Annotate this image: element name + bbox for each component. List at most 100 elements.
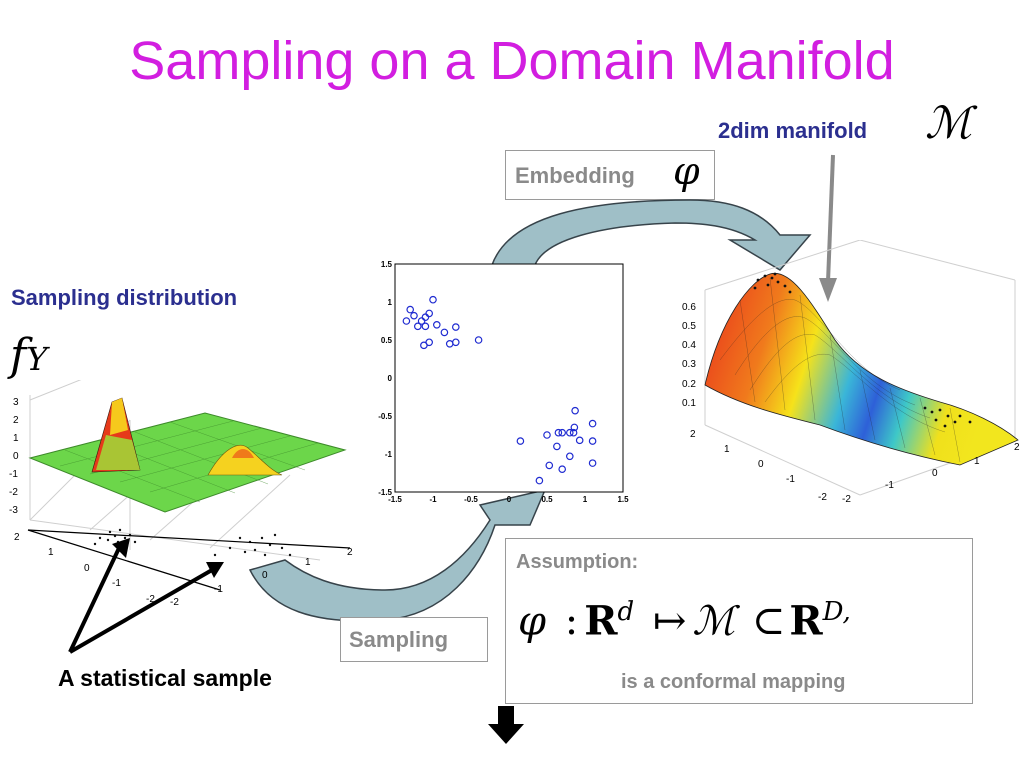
scatter-point <box>554 428 563 437</box>
scatter-point <box>516 437 525 445</box>
scatter-point <box>410 311 418 320</box>
svg-text:-1: -1 <box>885 480 894 491</box>
scatter-point <box>406 305 415 314</box>
assumption-box: Assumption: φ : Rd ↦ ℳ ⊂ RD, is a conformal… <box>505 538 973 704</box>
manifold-pointer-arrow <box>819 154 837 302</box>
svg-text:1: 1 <box>13 433 19 444</box>
scatter-x-tick-label: -0.5 <box>464 495 478 504</box>
assumption-label: Assumption: <box>516 551 639 573</box>
scatter-point <box>440 328 449 337</box>
right-z-ticks: 0.6 0.5 0.4 0.3 0.2 0.1 <box>682 302 696 409</box>
scatter-point <box>535 476 544 485</box>
manifold-label: 2dim manifold <box>718 118 868 143</box>
fy-sub: Y <box>26 340 48 378</box>
scatter-point <box>402 317 411 325</box>
svg-text:1: 1 <box>724 444 730 455</box>
svg-text:0.4: 0.4 <box>682 340 696 351</box>
scatter-point <box>588 437 597 445</box>
svg-text:2: 2 <box>347 547 353 558</box>
svg-text:-2: -2 <box>818 492 827 503</box>
left-z-ticks: 3 2 1 0 -1 -2 -3 <box>9 397 19 516</box>
scatter-points <box>402 295 597 485</box>
formula-R-domain: R <box>584 597 618 645</box>
scatter-point <box>421 322 430 331</box>
formula-D: D, <box>822 597 851 627</box>
scatter-point <box>452 323 460 331</box>
sampling-arrow <box>248 488 547 622</box>
scatter-point <box>429 295 437 304</box>
embedding-label: Embedding <box>515 163 635 188</box>
svg-text:1: 1 <box>305 557 311 568</box>
svg-text:1: 1 <box>48 547 54 558</box>
svg-text:0.5: 0.5 <box>682 321 696 332</box>
formula-R-target: R <box>789 597 823 645</box>
scatter-y-tick-label: 0.5 <box>381 336 393 345</box>
embedding-arrow <box>490 199 812 271</box>
embedding-box: Embedding φ <box>505 149 715 200</box>
fy-symbol: fY <box>10 330 47 381</box>
sampling-distribution-label: Sampling distribution <box>11 285 238 310</box>
left-right-ticks: -2 -1 0 1 2 <box>170 547 353 608</box>
scatter-point <box>425 309 434 318</box>
manifold-symbol: ℳ <box>925 98 973 149</box>
embedding-phi: φ <box>673 149 700 193</box>
scatter-point <box>421 313 430 322</box>
statistical-sample-arrows <box>68 538 224 654</box>
scatter-x-tick-label: 0 <box>507 495 512 504</box>
scatter-point <box>413 322 422 331</box>
svg-text:-2: -2 <box>842 494 851 505</box>
scatter-y-tick-label: 0 <box>388 374 393 383</box>
formula-mapsto: ↦ <box>652 598 687 645</box>
svg-text:0: 0 <box>262 570 268 581</box>
scatter-x-tick-label: 0.5 <box>541 495 553 504</box>
scatter-y-tick-label: -1 <box>385 450 393 459</box>
fy-f: f <box>10 330 27 381</box>
right-left-ticks: 2 1 0 -1 -2 <box>690 429 827 503</box>
scatter-point <box>545 461 554 470</box>
svg-text:0: 0 <box>758 459 764 470</box>
svg-text:1: 1 <box>974 456 980 467</box>
scatter-point <box>417 317 426 325</box>
scatter-x-tick-label: -1.5 <box>388 495 402 504</box>
scatter-point <box>570 423 579 432</box>
manifold-surface <box>704 272 1019 466</box>
scatter-x-tick-label: 1 <box>583 495 588 504</box>
manifold-surface-plot: 0.6 0.5 0.4 0.3 0.2 0.1 2 1 0 -1 -2 -2 -… <box>682 240 1020 505</box>
svg-text:0.2: 0.2 <box>682 379 696 390</box>
scatter-point <box>543 431 551 439</box>
scatter-x-ticks: -1.5 -1 -0.5 0 0.5 1 1.5 <box>388 495 629 504</box>
slide-title: Sampling on a Domain Manifold <box>129 31 895 91</box>
right-right-ticks: -2 -1 0 1 2 <box>842 442 1020 505</box>
scatter-y-tick-label: 1.5 <box>381 260 393 269</box>
formula-M: ℳ <box>692 598 736 645</box>
formula-d: d <box>617 597 635 627</box>
svg-text:2: 2 <box>14 532 20 543</box>
scatter-y-tick-label: -1.5 <box>378 488 392 497</box>
conformal-formula: φ : Rd ↦ ℳ ⊂ RD, <box>518 597 851 644</box>
scatter-point <box>558 428 567 437</box>
svg-text:-1: -1 <box>9 469 18 480</box>
scatter-point <box>474 336 483 344</box>
sampling-distribution-plot: 3 2 1 0 -1 -2 -3 2 1 0 -1 -2 -2 -1 0 1 2 <box>9 380 353 608</box>
svg-text:3: 3 <box>13 397 19 408</box>
svg-text:0: 0 <box>932 468 938 479</box>
svg-text:0.6: 0.6 <box>682 302 696 313</box>
scatter-x-tick-label: 1.5 <box>617 495 629 504</box>
svg-text:0: 0 <box>84 563 90 574</box>
statistical-sample-label: A statistical sample <box>58 665 272 691</box>
svg-text:2: 2 <box>13 415 19 426</box>
down-arrow-icon <box>488 706 524 744</box>
sampling-box: Sampling <box>340 617 488 662</box>
svg-text:-3: -3 <box>9 505 18 516</box>
svg-text:-1: -1 <box>786 474 795 485</box>
svg-text:-2: -2 <box>9 487 18 498</box>
scatter-point <box>575 436 584 445</box>
scatter-point <box>566 452 574 461</box>
conformal-text: is a conformal mapping <box>621 671 846 693</box>
scatter-plot-frame <box>394 263 624 493</box>
scatter-point <box>420 341 428 350</box>
svg-text:-1: -1 <box>112 578 121 589</box>
svg-text:0.1: 0.1 <box>682 398 696 409</box>
scatter-point <box>452 338 460 347</box>
scatter-y-tick-label: 1 <box>388 298 393 307</box>
